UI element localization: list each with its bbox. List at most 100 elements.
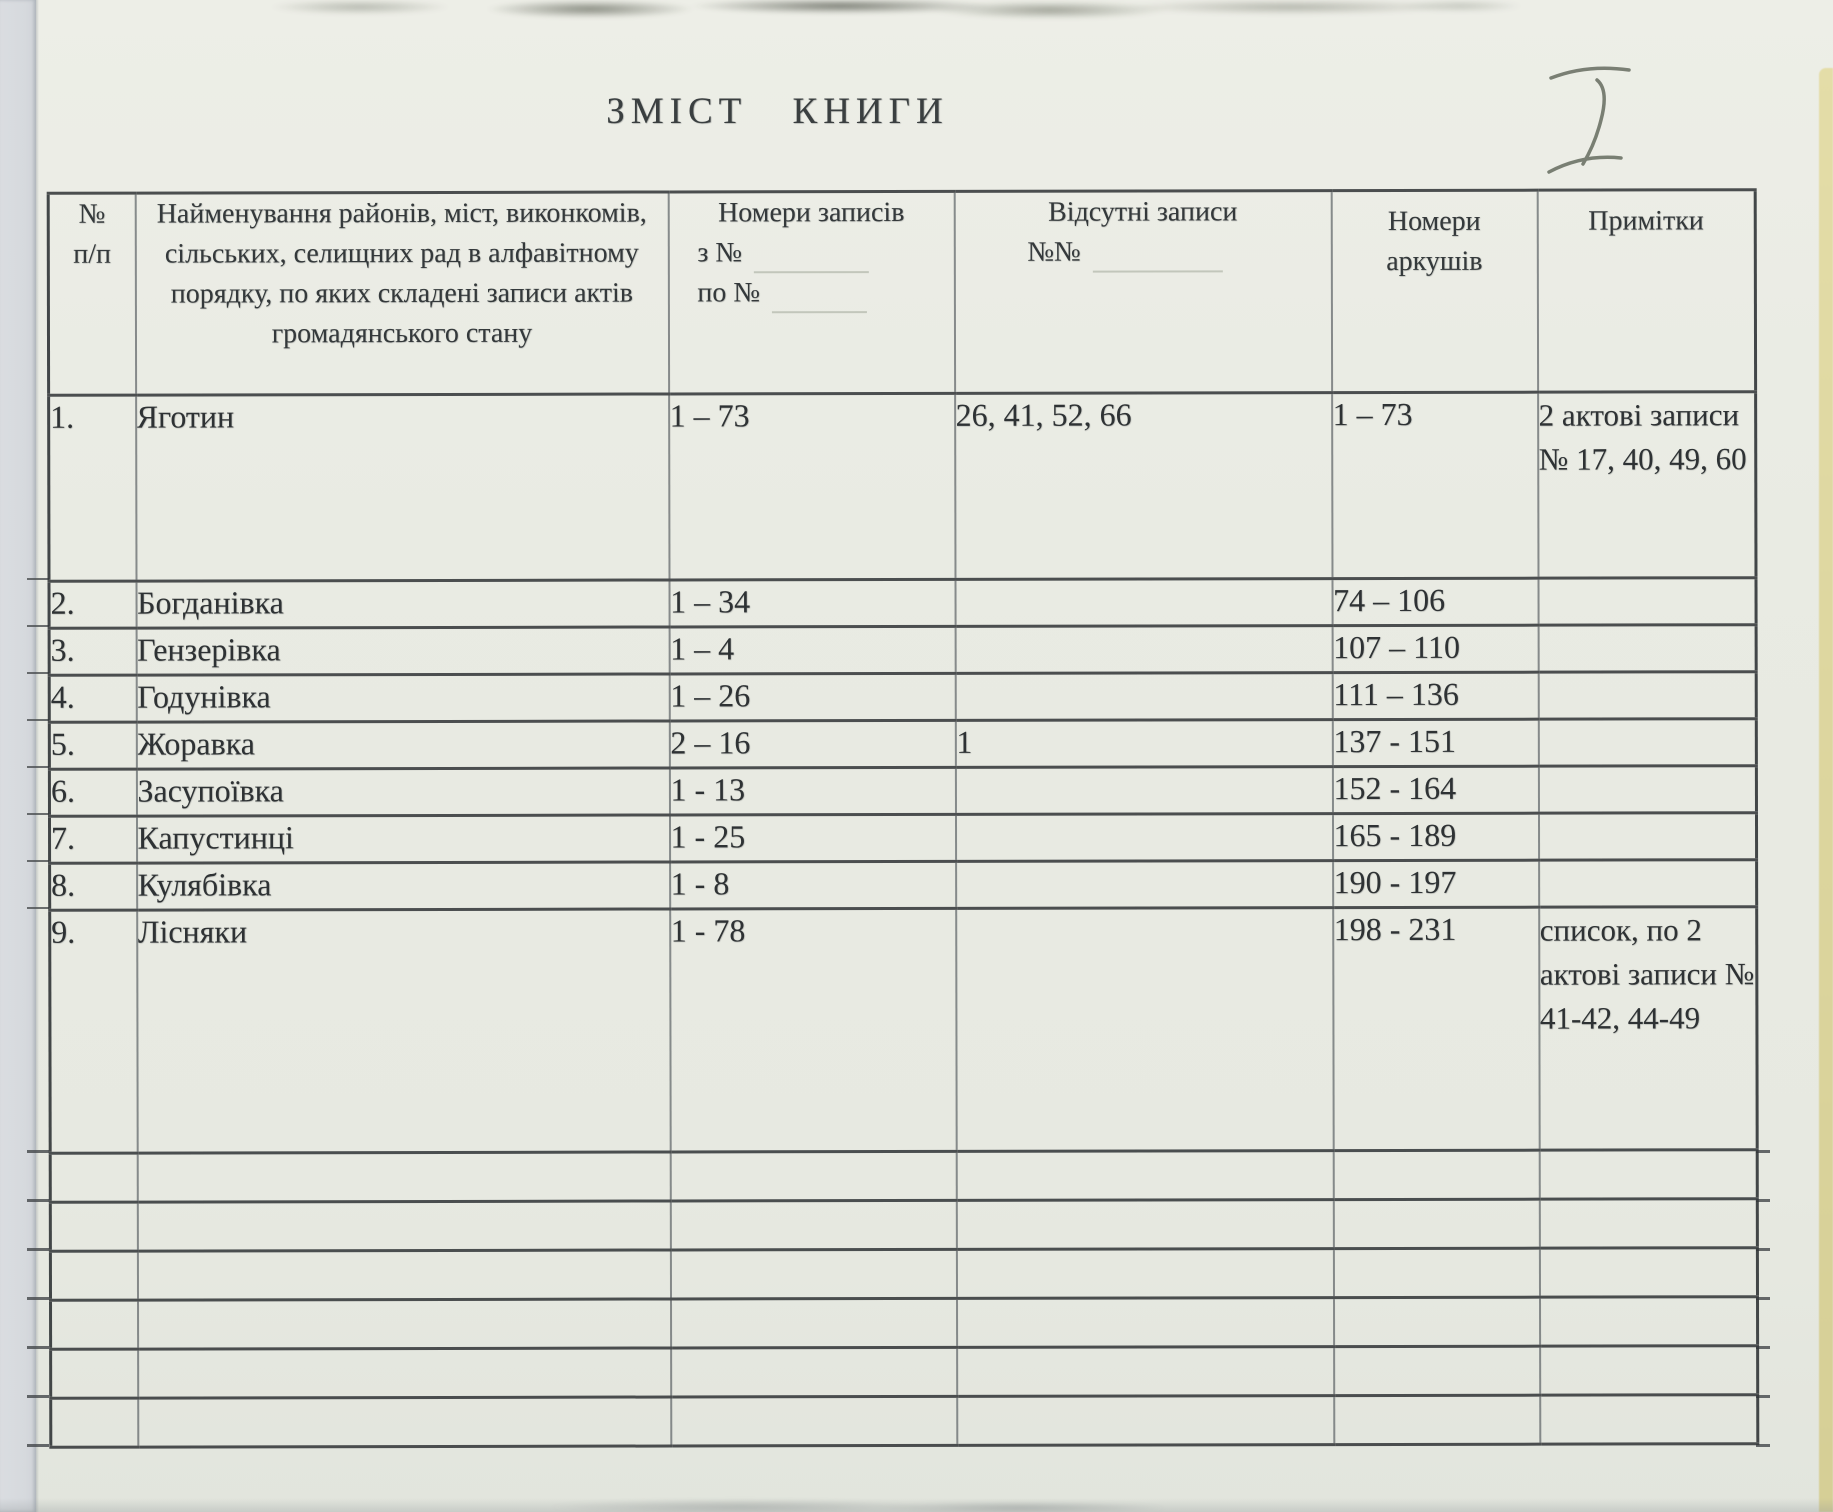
sheet-range-cell: 165 - 189 bbox=[1332, 813, 1539, 861]
row-number-cell: 9. bbox=[49, 910, 138, 1154]
empty-cell bbox=[137, 1396, 671, 1448]
locality-cell: Богданівка bbox=[136, 579, 670, 629]
empty-cell bbox=[1539, 1394, 1758, 1445]
row-number-cell: 1. bbox=[48, 395, 137, 582]
ruled-line-overshoot bbox=[27, 1150, 49, 1448]
empty-table-row bbox=[50, 1394, 1758, 1448]
missing-records-cell bbox=[955, 860, 1333, 909]
empty-cell bbox=[1333, 1248, 1540, 1298]
sheet-range-cell: 74 – 106 bbox=[1331, 578, 1539, 626]
missing-records-cell bbox=[955, 907, 1334, 1152]
notes-cell bbox=[1538, 671, 1757, 720]
empty-cell bbox=[137, 1200, 671, 1252]
locality-cell: Яготин bbox=[135, 393, 669, 582]
header-missing-prefix-line: №№ bbox=[955, 232, 1330, 273]
row-number-cell: 7. bbox=[49, 816, 137, 864]
empty-cell bbox=[670, 1347, 957, 1397]
header-missing-title: Відсутні записи bbox=[1048, 196, 1238, 228]
empty-cell bbox=[670, 1298, 957, 1348]
sheet-range-cell: 152 - 164 bbox=[1332, 766, 1539, 814]
locality-cell: Лісняки bbox=[136, 908, 671, 1154]
page-title: ЗМІСТ КНИГИ bbox=[606, 91, 949, 132]
empty-cell bbox=[670, 1151, 957, 1201]
empty-cell bbox=[50, 1398, 138, 1448]
locality-cell: Жоравка bbox=[136, 720, 670, 770]
empty-cell bbox=[1539, 1296, 1758, 1347]
empty-cell bbox=[50, 1300, 138, 1350]
empty-cell bbox=[50, 1349, 138, 1399]
header-cell-locality: Найменування районів, міст, виконкомів, … bbox=[135, 191, 669, 396]
blank-underline bbox=[1092, 240, 1223, 273]
notes-cell bbox=[1538, 765, 1757, 814]
table-row: 3. Гензерівка 1 – 4 107 – 110 bbox=[49, 624, 1757, 676]
records-range-cell: 1 – 73 bbox=[668, 393, 955, 580]
empty-cell bbox=[1539, 1149, 1758, 1200]
empty-cell bbox=[50, 1251, 138, 1301]
table-row: 7. Капустинці 1 - 25 165 - 189 bbox=[49, 812, 1757, 864]
empty-cell bbox=[1539, 1345, 1758, 1396]
records-range-cell: 1 - 25 bbox=[669, 814, 956, 862]
row-number-cell: 3. bbox=[49, 628, 137, 676]
row-number-cell: 6. bbox=[49, 769, 137, 817]
scan-shadow-bottom bbox=[0, 1498, 1833, 1512]
notes-cell: 2 актові записи № 17, 40, 49, 60 bbox=[1537, 391, 1756, 579]
scan-smudge-top bbox=[60, 0, 1540, 30]
notes-cell bbox=[1538, 718, 1757, 767]
empty-cell bbox=[1539, 1247, 1758, 1298]
empty-table-row bbox=[50, 1345, 1758, 1399]
header-number-line2: п/п bbox=[73, 238, 111, 270]
notes-cell bbox=[1538, 812, 1757, 861]
records-range-cell: 1 - 13 bbox=[669, 767, 956, 815]
locality-cell: Засупоївка bbox=[136, 767, 670, 817]
empty-cell bbox=[50, 1153, 138, 1203]
notes-cell bbox=[1538, 624, 1757, 673]
notes-cell: список, по 2 актові записи № 41-42, 44-4… bbox=[1538, 906, 1758, 1151]
empty-cell bbox=[137, 1347, 671, 1399]
ruled-line-overshoot bbox=[1756, 1150, 1770, 1448]
empty-cell bbox=[137, 1249, 671, 1301]
table-row: 1. Яготин 1 – 73 26, 41, 52, 66 1 – 73 2 акто… bbox=[48, 391, 1756, 582]
header-cell-records: Номери записів з № по № bbox=[668, 191, 955, 394]
missing-records-cell: 26, 41, 52, 66 bbox=[954, 392, 1332, 580]
records-to-prefix: по № bbox=[697, 277, 761, 309]
records-from-prefix: з № bbox=[697, 237, 743, 269]
header-cell-number: № п/п bbox=[48, 193, 136, 396]
empty-cell bbox=[1333, 1346, 1540, 1396]
table-header-row: № п/п Найменування районів, міст, виконк… bbox=[48, 189, 1756, 396]
records-range-cell: 2 – 16 bbox=[669, 720, 956, 768]
row-number-cell: 5. bbox=[49, 722, 137, 770]
sheet-range-cell: 111 – 136 bbox=[1332, 672, 1539, 720]
missing-records-cell bbox=[955, 672, 1333, 721]
sheet-range-cell: 107 – 110 bbox=[1332, 625, 1539, 673]
blank-underline bbox=[772, 281, 868, 314]
empty-cell bbox=[1333, 1395, 1540, 1445]
table-row: 4. Годунівка 1 – 26 111 – 136 bbox=[49, 671, 1757, 723]
empty-cell bbox=[1333, 1297, 1540, 1347]
empty-cell bbox=[137, 1151, 671, 1203]
contents-table: № п/п Найменування районів, міст, виконк… bbox=[46, 188, 1760, 1449]
notes-cell bbox=[1537, 577, 1757, 626]
empty-cell bbox=[956, 1297, 1334, 1348]
header-locality-label: Найменування районів, міст, виконкомів, … bbox=[156, 197, 647, 350]
sheet-range-cell: 1 – 73 bbox=[1331, 392, 1538, 579]
missing-records-cell: 1 bbox=[955, 719, 1333, 768]
row-number-cell: 8. bbox=[49, 863, 137, 911]
locality-cell: Капустинці bbox=[136, 814, 670, 864]
locality-cell: Годунівка bbox=[136, 673, 670, 723]
blank-underline bbox=[754, 241, 870, 274]
empty-table-row bbox=[50, 1247, 1758, 1301]
scan-smudge-bottom bbox=[420, 1492, 1200, 1512]
header-records-to: по № bbox=[669, 273, 953, 314]
empty-cell bbox=[137, 1298, 671, 1350]
empty-cell bbox=[956, 1346, 1334, 1397]
empty-table-row bbox=[50, 1149, 1758, 1203]
table-row: 5. Жоравка 2 – 16 1 137 - 151 bbox=[49, 718, 1757, 770]
sheet-range-cell: 198 - 231 bbox=[1332, 907, 1540, 1151]
missing-records-cell bbox=[955, 813, 1333, 862]
sheet-range-cell: 137 - 151 bbox=[1332, 719, 1539, 767]
table-row: 6. Засупоївка 1 - 13 152 - 164 bbox=[49, 765, 1757, 817]
empty-table-row bbox=[50, 1198, 1758, 1252]
records-range-cell: 1 – 26 bbox=[669, 673, 956, 721]
empty-cell bbox=[956, 1248, 1334, 1299]
